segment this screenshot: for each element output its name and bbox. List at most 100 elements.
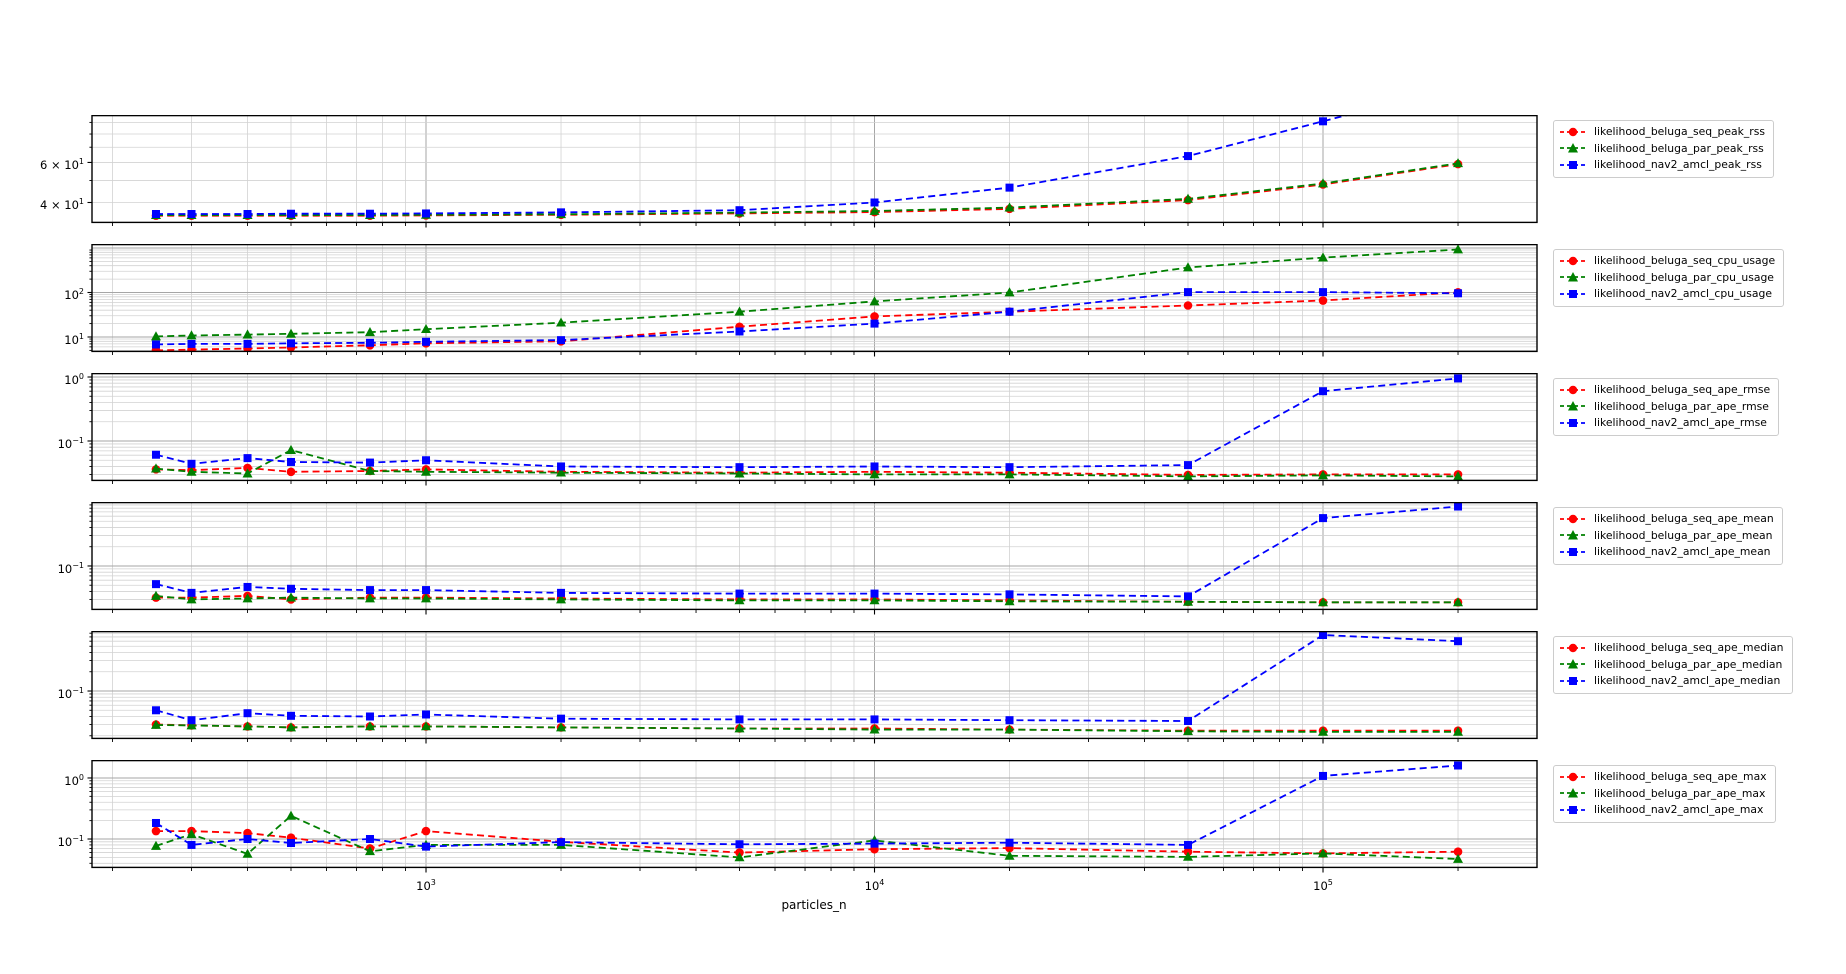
legend-entry: likelihood_beluga_par_peak_rss [1560,141,1765,157]
legend-entry: likelihood_beluga_seq_ape_median [1560,640,1784,656]
legend-label: likelihood_nav2_amcl_ape_rmse [1594,416,1767,429]
triangle-marker [186,720,197,730]
legend-triangle-marker-icon [1560,788,1587,798]
legend-label: likelihood_beluga_seq_ape_median [1594,641,1784,654]
triangle-marker [556,594,567,604]
legend-entry: likelihood_nav2_amcl_ape_mean [1560,544,1774,560]
square-marker [187,339,196,348]
y-tick-label: 100 [64,372,84,387]
square-marker [1454,637,1463,646]
triangle-marker [734,468,745,478]
square-marker [1183,592,1192,601]
triangle-marker [1453,597,1464,607]
y-tick-label: 101 [64,331,84,347]
square-marker [870,198,879,207]
triangle-marker [186,466,197,476]
legend-triangle-marker-icon [1560,401,1587,411]
x-tick-label: 104 [864,878,885,893]
triangle-marker [1453,158,1464,168]
square-marker [187,459,196,468]
square-marker [557,208,566,217]
legend-ape-median: likelihood_beluga_seq_ape_median likeliho… [1553,636,1793,694]
square-marker [735,715,744,724]
square-marker [1183,288,1192,297]
triangle-marker [285,810,296,820]
legend-circle-marker-icon [1560,385,1587,394]
circle-marker [421,826,431,836]
legend-label: likelihood_beluga_par_ape_mean [1594,528,1773,542]
legend-ape-mean: likelihood_beluga_seq_ape_mean likelihood… [1553,507,1783,565]
y-tick-label: 10−1 [57,834,84,849]
square-marker [151,210,160,219]
legend-entry: likelihood_beluga_par_ape_mean [1560,528,1774,544]
line-likelihood_beluga_seq_ape_max [156,830,1459,855]
square-marker [1454,289,1463,298]
y-tick-label: 4 × 101 [40,197,84,213]
legend-square-marker-icon [1560,418,1587,427]
triangle-marker [1182,851,1193,861]
square-marker [1454,374,1463,383]
square-marker [1005,716,1014,725]
triangle-marker [421,466,432,476]
square-marker [151,706,160,715]
square-marker [365,712,374,721]
legend-circle-marker-icon [1560,643,1587,652]
triangle-marker [1182,596,1193,606]
triangle-marker [1318,252,1329,262]
triangle-marker [364,593,375,603]
series-group [150,631,1464,736]
legend-entry: likelihood_beluga_par_ape_rmse [1560,399,1770,415]
square-marker [1005,590,1014,599]
square-marker [1319,288,1328,297]
triangle-marker [364,465,375,475]
y-tick-label: 100 [64,772,84,788]
triangle-marker [285,592,296,602]
triangle-marker [150,331,161,341]
y-tick-label: 10−1 [57,435,84,451]
legend-entry: likelihood_nav2_amcl_cpu_usage [1560,286,1775,302]
square-marker [1005,463,1014,472]
legend-entry: likelihood_beluga_seq_peak_rss [1560,124,1765,140]
legend-label: likelihood_beluga_seq_ape_max [1594,770,1767,783]
triangle-marker [364,721,375,731]
square-marker [286,839,295,848]
legend-entry: likelihood_nav2_amcl_ape_rmse [1560,415,1770,431]
square-marker [243,210,252,219]
triangle-marker [186,594,197,604]
line-likelihood_beluga_par_peak_rss [156,162,1459,216]
square-marker [286,711,295,720]
legend-label: likelihood_beluga_seq_ape_rmse [1594,383,1771,396]
triangle-marker [1182,193,1193,203]
y-tick-label: 10−1 [57,686,84,701]
square-marker [422,456,431,465]
y-tick-label: 102 [64,287,84,303]
legend-label: likelihood_nav2_amcl_cpu_usage [1594,287,1773,300]
line-likelihood_nav2_amcl_ape_median [155,634,1459,722]
legend-label: likelihood_nav2_amcl_peak_rss [1594,158,1762,171]
square-marker [151,340,160,349]
triangle-marker [1004,724,1015,734]
circle-marker [1453,847,1463,856]
square-marker [187,210,196,219]
square-marker [151,818,160,827]
square-marker [365,835,374,844]
triangle-marker [869,469,880,479]
square-marker [735,589,744,598]
square-marker [151,450,160,459]
square-marker [1183,717,1192,726]
legend-triangle-marker-icon [1560,272,1587,282]
legend-label: likelihood_nav2_amcl_ape_max [1594,803,1764,816]
triangle-marker [1453,471,1464,481]
triangle-marker [734,852,745,862]
legend-entry: likelihood_nav2_amcl_ape_median [1560,673,1784,689]
triangle-marker [734,723,745,733]
x-tick-label: 103 [416,878,436,893]
series-group [150,374,1464,481]
square-marker [422,209,431,218]
square-marker [422,842,431,851]
legend-entry: likelihood_nav2_amcl_peak_rss [1560,157,1765,173]
square-marker [286,339,295,348]
series-group [150,115,1464,220]
subplot-ape-median [87,631,1538,744]
triangle-marker [364,846,375,856]
